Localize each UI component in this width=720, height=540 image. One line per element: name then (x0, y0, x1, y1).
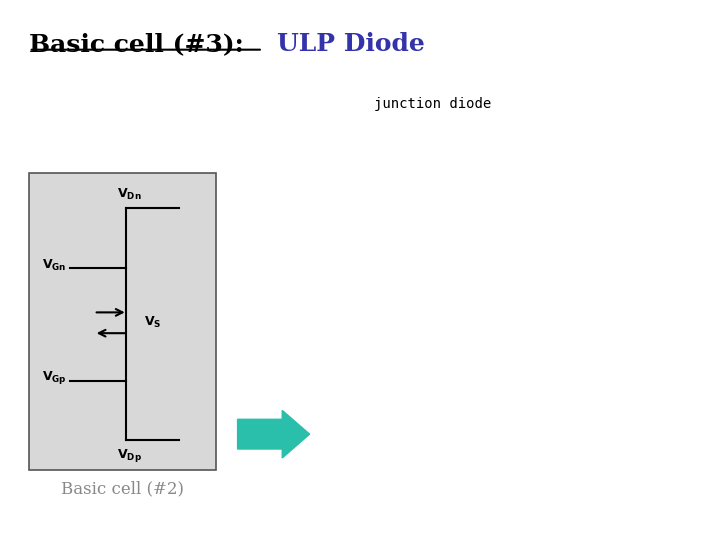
Text: $\mathbf{V_S}$: $\mathbf{V_S}$ (144, 315, 161, 330)
FancyArrow shape (238, 410, 310, 458)
Text: junction diode: junction diode (374, 97, 492, 111)
Text: Basic cell (#3):: Basic cell (#3): (29, 32, 243, 56)
Text: $\mathbf{V_{Dp}}$: $\mathbf{V_{Dp}}$ (117, 447, 143, 463)
Text: $\mathbf{V_{Gp}}$: $\mathbf{V_{Gp}}$ (42, 369, 66, 387)
Text: Basic cell (#2): Basic cell (#2) (61, 481, 184, 497)
Text: $\mathbf{V_{Dn}}$: $\mathbf{V_{Dn}}$ (117, 187, 142, 202)
Bar (29, 173, 216, 470)
Text: ULP Diode: ULP Diode (277, 32, 425, 56)
Text: $\mathbf{V_{Gn}}$: $\mathbf{V_{Gn}}$ (42, 258, 66, 273)
